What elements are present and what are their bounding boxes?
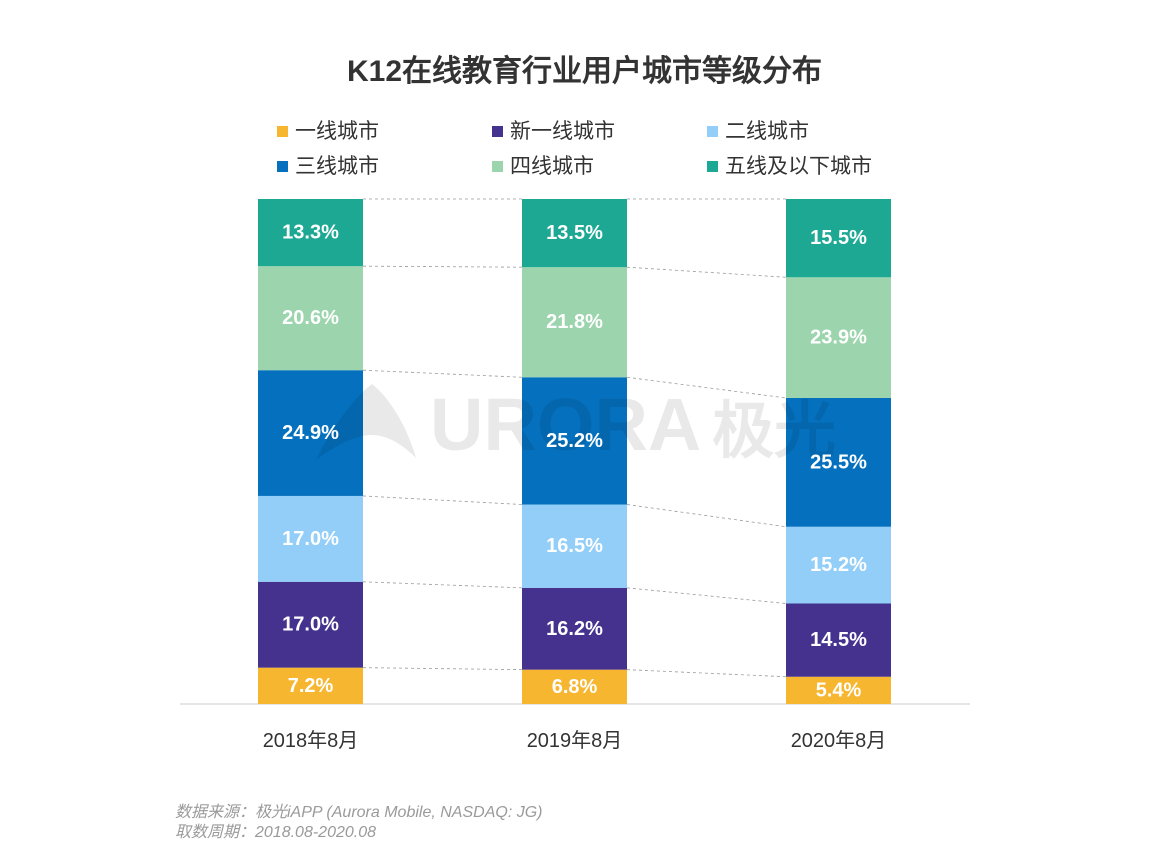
bar-segment xyxy=(522,587,627,670)
bar-segment xyxy=(522,669,627,704)
bar-segment xyxy=(258,667,363,704)
category-label: 2020年8月 xyxy=(791,729,887,752)
legend: 一线城市 新一线城市 二线城市 三线城市 四线城市 五线及以下城市 xyxy=(277,114,922,184)
bar-segment xyxy=(786,199,891,278)
data-label: 17.0% xyxy=(282,528,339,550)
bar-segment xyxy=(522,267,627,378)
legend-item-tier-3-city: 三线城市 xyxy=(277,149,492,184)
legend-swatch xyxy=(277,126,288,137)
data-label: 6.8% xyxy=(552,676,598,698)
data-label: 14.5% xyxy=(810,629,867,651)
data-label: 13.5% xyxy=(546,222,603,244)
bar-segment xyxy=(258,199,363,267)
chart-title: K12在线教育行业用户城市等级分布 xyxy=(346,55,823,88)
bar-segment xyxy=(258,581,363,668)
segment-connector-line xyxy=(626,504,787,528)
data-label: 5.4% xyxy=(816,679,862,701)
bar-segment xyxy=(258,266,363,371)
data-label: 24.9% xyxy=(282,422,339,444)
legend-item-tier-1-city: 一线城市 xyxy=(277,114,492,149)
bar-segment xyxy=(522,199,627,268)
data-label: 13.3% xyxy=(282,222,339,244)
data-label: 17.0% xyxy=(282,614,339,636)
bar-segment xyxy=(786,603,891,677)
bar-segment xyxy=(522,377,627,505)
legend-swatch xyxy=(277,161,288,172)
data-label: 15.2% xyxy=(810,554,867,576)
bar-segment xyxy=(786,676,891,704)
category-label: 2018年8月 xyxy=(263,729,359,752)
watermark-text-cn: 极光 xyxy=(712,397,836,466)
segment-connector-line xyxy=(626,376,787,399)
footer-notes: 数据来源：极光iAPP (Aurora Mobile, NASDAQ: JG) … xyxy=(175,803,542,843)
category-label: 2019年8月 xyxy=(527,729,623,752)
legend-item-tier-2-city: 二线城市 xyxy=(707,114,922,149)
data-label: 16.5% xyxy=(546,535,603,557)
legend-label: 三线城市 xyxy=(295,155,379,178)
watermark-text: URORA xyxy=(430,383,701,466)
legend-swatch xyxy=(492,161,503,172)
bar-segments xyxy=(258,199,891,704)
segment-connector-line xyxy=(626,587,787,604)
bar-segment xyxy=(786,397,891,527)
legend-label: 五线及以下城市 xyxy=(725,155,872,178)
segment-connectors xyxy=(362,198,787,678)
data-period-note: 取数周期：2018.08-2020.08 xyxy=(175,824,377,841)
legend-item-new-tier-1-city: 新一线城市 xyxy=(492,114,707,149)
legend-label: 二线城市 xyxy=(725,120,809,143)
bar-segment xyxy=(786,526,891,604)
bar-segment xyxy=(786,277,891,398)
bar-segment xyxy=(258,495,363,582)
data-label: 23.9% xyxy=(810,327,867,349)
data-label: 21.8% xyxy=(546,311,603,333)
segment-connector-line xyxy=(362,265,523,268)
segment-connector-line xyxy=(362,369,523,378)
aurora-logo-icon xyxy=(316,384,416,460)
legend-item-tier-5-and-below-city: 五线及以下城市 xyxy=(707,149,922,184)
segment-connector-line xyxy=(626,669,787,678)
data-label: 25.2% xyxy=(546,430,603,452)
segment-connector-line xyxy=(362,667,523,671)
data-label: 15.5% xyxy=(810,227,867,249)
data-source-note: 数据来源：极光iAPP (Aurora Mobile, NASDAQ: JG) xyxy=(175,804,543,821)
legend-swatch xyxy=(707,161,718,172)
data-label: 7.2% xyxy=(288,675,334,697)
legend-swatch xyxy=(707,126,718,137)
bar-segment xyxy=(258,370,363,496)
data-labels: 7.2% 17.0% 17.0% 24.9% 20.6% 13.3% 6.8% 16.2% 16… xyxy=(282,222,867,702)
legend-label: 一线城市 xyxy=(295,120,379,143)
segment-connector-line xyxy=(362,581,523,589)
segment-connector-line xyxy=(362,495,523,505)
legend-label: 新一线城市 xyxy=(510,120,615,143)
data-label: 16.2% xyxy=(546,618,603,640)
category-labels: 2018年8月 2019年8月 2020年8月 xyxy=(263,729,887,752)
watermark: URORA 极光 xyxy=(316,383,836,466)
legend-item-tier-4-city: 四线城市 xyxy=(492,149,707,184)
legend-label: 四线城市 xyxy=(510,155,594,178)
data-label: 25.5% xyxy=(810,451,867,473)
segment-connector-line xyxy=(626,266,787,278)
data-label: 20.6% xyxy=(282,307,339,329)
bar-segment xyxy=(522,504,627,588)
legend-swatch xyxy=(492,126,503,137)
